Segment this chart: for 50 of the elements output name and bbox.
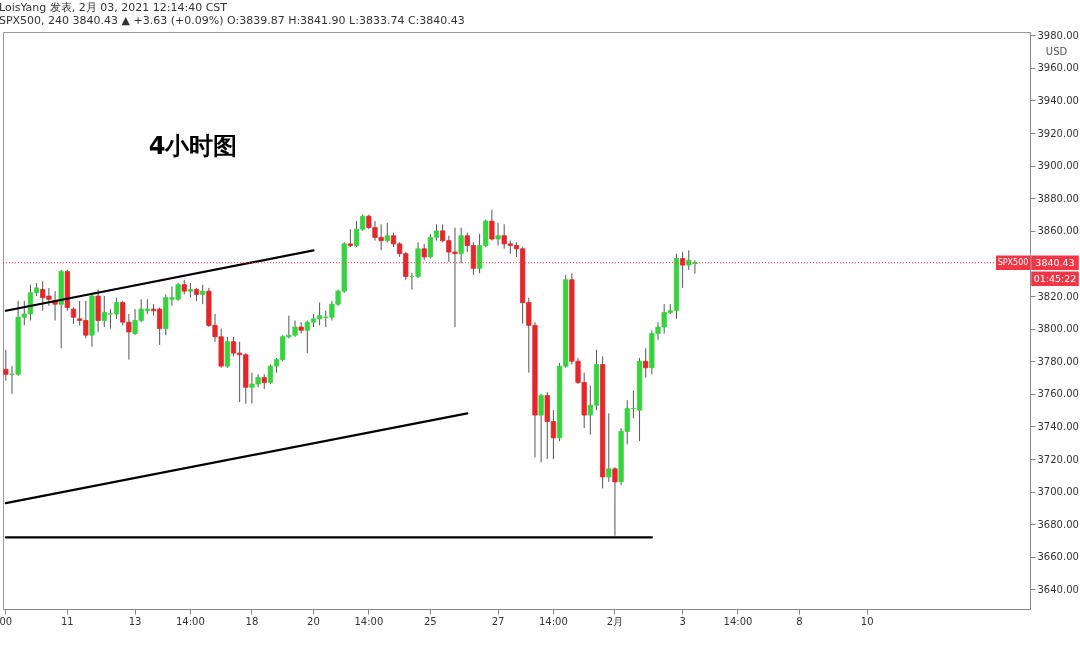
- y-tick-label: 3820.00: [1037, 290, 1079, 302]
- chart-title: LoisYang 发表, 2月 03, 2021 12:14:40 CST: [0, 1, 228, 15]
- y-tick-label: 3760.00: [1037, 388, 1079, 400]
- y-tick-label: 3860.00: [1037, 225, 1079, 237]
- candlestick: [489, 209, 495, 242]
- y-tick-label: 3700.00: [1037, 486, 1079, 498]
- y-tick-label: 3940.00: [1037, 94, 1079, 106]
- y-tick-label: 3800.00: [1037, 323, 1079, 335]
- x-tick-label: 14:00: [354, 615, 384, 627]
- y-tick-label: 3720.00: [1037, 453, 1079, 465]
- candlestick: [200, 284, 206, 305]
- y-tick-label: 3660.00: [1037, 551, 1079, 563]
- y-tick-label: 3980.00: [1037, 29, 1079, 41]
- x-tick-label: 00: [0, 615, 13, 627]
- x-tick-label: 18: [245, 615, 259, 627]
- candlestick: [606, 412, 612, 483]
- x-tick-label: 27: [491, 615, 505, 627]
- text: 01:45:22: [1033, 272, 1077, 284]
- y-tick-label: 3920.00: [1037, 127, 1079, 139]
- x-tick-label: 20: [307, 615, 320, 627]
- x-tick-label: 10: [860, 615, 874, 627]
- candlestick: [384, 222, 390, 243]
- ref-line-label: SPX500: [997, 257, 1029, 267]
- y-tick-label: 3880.00: [1037, 192, 1079, 204]
- candlestick: [495, 222, 501, 247]
- x-tick-label: 14:00: [723, 615, 753, 627]
- x-tick-label: 25: [424, 615, 437, 627]
- x-tick-label: 2月: [606, 615, 624, 627]
- candlestick: [643, 347, 649, 379]
- y-tick-label: 3740.00: [1037, 420, 1079, 432]
- y-tick-label: 3960.00: [1037, 62, 1079, 74]
- y-tick-label: 3680.00: [1037, 518, 1079, 530]
- y-tick-label: 3780.00: [1037, 355, 1079, 367]
- x-tick-label: 14:00: [176, 615, 205, 627]
- candlestick: [3, 349, 9, 382]
- text: 3840.43: [1035, 256, 1075, 268]
- x-tick-label: 13: [128, 615, 142, 627]
- annotation: 4小时图: [148, 132, 238, 160]
- x-tick-label: 11: [60, 615, 74, 627]
- y-axis-title: USD: [1045, 45, 1068, 57]
- candlestick: [538, 393, 544, 463]
- y-tick-label: 3900.00: [1037, 160, 1079, 172]
- y-tick-label: 3640.00: [1037, 583, 1079, 595]
- candlestick: [680, 251, 686, 289]
- chart-subtitle: SPX500, 240 3840.43 ▲ +3.63 (+0.09%) O:3839.87 H:3841.90 L:3833.74 C:3840.43: [0, 14, 465, 28]
- x-tick-label: 3: [679, 615, 686, 627]
- candlestick: [458, 227, 464, 264]
- x-tick-label: 14:00: [539, 615, 568, 627]
- candlestick: [612, 466, 618, 537]
- x-tick-label: 8: [796, 615, 803, 627]
